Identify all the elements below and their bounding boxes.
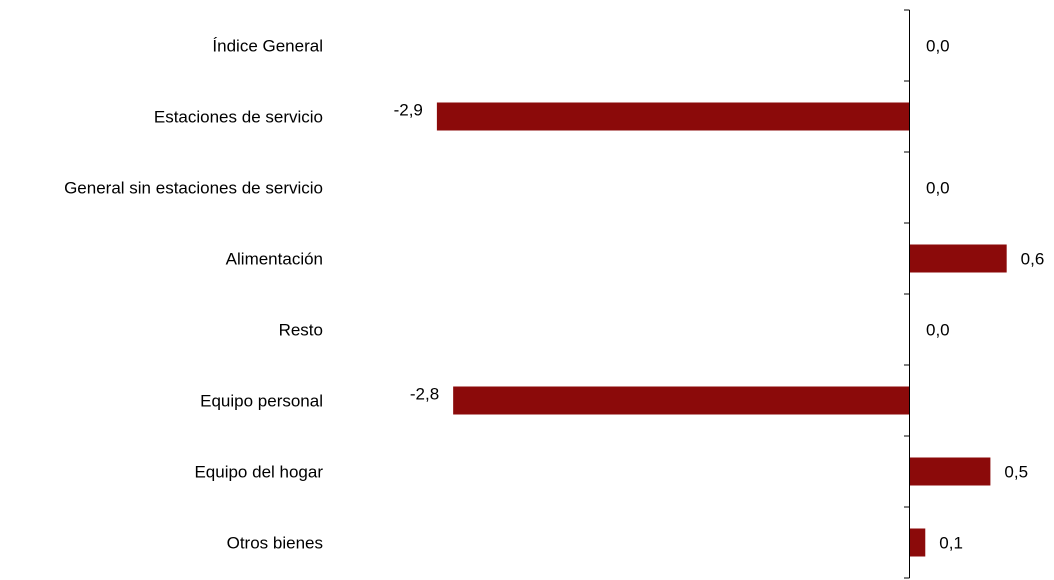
bar-estaciones-de-servicio [436,102,909,131]
bars [436,102,1007,557]
category-label-otros-bienes: Otros bienes [227,534,323,553]
category-label-general-sin-estaciones-de-servicio: General sin estaciones de servicio [64,179,323,198]
category-label-resto: Resto [279,321,323,340]
value-axis [904,9,910,579]
category-label-estaciones-de-servicio: Estaciones de servicio [154,108,323,127]
value-label-estaciones-de-servicio: -2,9 [394,101,423,120]
value-label-equipo-del-hogar: 0,5 [1004,463,1028,482]
category-label-indice-general: Índice General [212,37,323,56]
bar-alimentacion [909,244,1007,273]
category-label-alimentacion: Alimentación [226,250,323,269]
value-label-indice-general: 0,0 [926,37,950,56]
value-label-equipo-personal: -2,8 [410,385,439,404]
category-label-equipo-personal: Equipo personal [200,392,323,411]
bar-equipo-del-hogar [909,457,991,486]
value-label-general-sin-estaciones-de-servicio: 0,0 [926,179,950,198]
category-labels: Índice General Estaciones de servicio Gene… [64,37,323,553]
value-label-resto: 0,0 [926,321,950,340]
value-labels: 0,0 -2,9 0,0 0,6 0,0 -2,8 0,5 0,1 [394,37,1045,553]
bar-otros-bienes [909,528,926,557]
bar-equipo-personal [453,386,909,415]
value-label-alimentacion: 0,6 [1021,250,1045,269]
value-label-otros-bienes: 0,1 [939,534,963,553]
category-label-equipo-del-hogar: Equipo del hogar [194,463,323,482]
